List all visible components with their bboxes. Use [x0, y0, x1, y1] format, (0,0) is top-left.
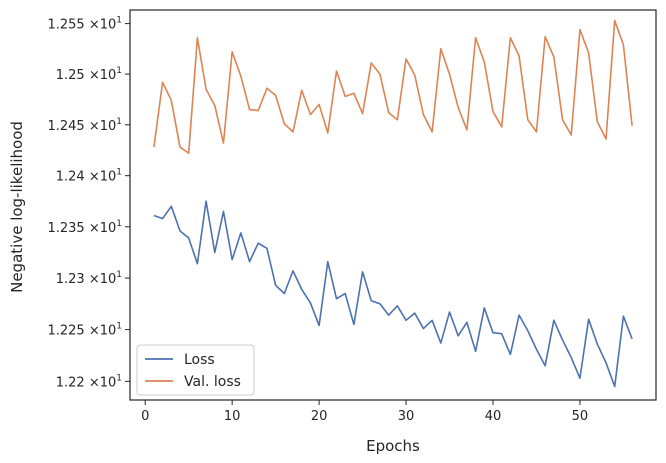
plot-frame	[129, 9, 657, 401]
y-tick-label: 1.245 ×101	[47, 117, 122, 134]
y-axis-ticks: 1.22 ×101 1.225 ×101 1.23 ×101 1.235 ×101 1.…	[47, 16, 130, 390]
legend-label-0: Loss	[184, 352, 215, 368]
legend: Loss Val. loss	[136, 344, 255, 396]
y-tick-label: 1.25 ×101	[56, 66, 122, 83]
x-tick-label: 50	[572, 409, 589, 424]
x-axis-label: Epochs	[366, 437, 420, 455]
y-axis-label: Negative log-likelihood	[8, 121, 26, 293]
y-tick-label: 1.235 ×101	[47, 219, 122, 236]
x-tick-label: 40	[485, 409, 502, 424]
legend-label-1: Val. loss	[184, 374, 241, 390]
series-line-0	[153, 200, 633, 388]
series-line-1	[153, 19, 633, 155]
plot-area	[129, 9, 657, 401]
x-axis-ticks: 0 10 20 30 40 50	[141, 400, 588, 424]
x-tick-label: 20	[311, 409, 328, 424]
y-tick-label: 1.24 ×101	[56, 168, 122, 185]
y-tick-label: 1.22 ×101	[56, 373, 122, 390]
y-tick-label: 1.23 ×101	[56, 270, 122, 287]
x-tick-label: 0	[141, 409, 149, 424]
x-tick-label: 10	[224, 409, 241, 424]
y-tick-label: 1.255 ×101	[47, 16, 122, 33]
y-tick-label: 1.225 ×101	[47, 322, 122, 339]
legend-box	[136, 344, 255, 396]
x-tick-label: 30	[398, 409, 415, 424]
